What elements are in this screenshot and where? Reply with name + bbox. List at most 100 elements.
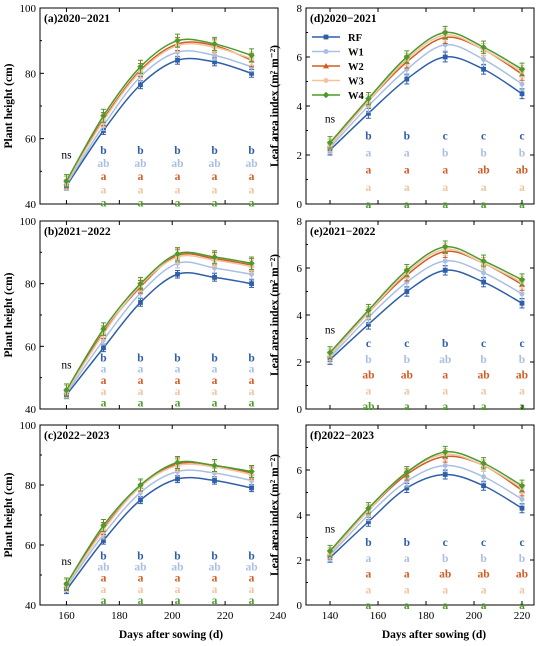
series-line <box>65 476 252 591</box>
x-tick-label: 200 <box>164 610 181 622</box>
significance-letter: a <box>175 573 181 585</box>
data-point <box>174 250 181 258</box>
significance-letter: a <box>101 584 107 596</box>
significance-letter: a <box>212 397 218 409</box>
series-RF <box>327 469 525 563</box>
data-point <box>137 63 144 70</box>
y-tick-label: 40 <box>25 404 37 416</box>
significance-letter: b <box>365 537 371 549</box>
significance-letter: a <box>519 199 525 211</box>
series-W4 <box>63 247 255 397</box>
y-tick-label: 60 <box>25 540 37 552</box>
data-point <box>403 267 410 274</box>
significance-letter: a <box>101 364 107 376</box>
series-W1 <box>327 459 525 562</box>
y-tick-label: 80 <box>25 480 37 492</box>
data-point <box>518 482 526 489</box>
significance-letter: a <box>138 386 144 398</box>
significance-letter: a <box>212 375 218 387</box>
significance-letter: ab <box>439 569 451 581</box>
data-point <box>137 481 144 489</box>
data-point <box>481 66 486 72</box>
data-point <box>442 448 449 456</box>
significance-letter: a <box>404 553 410 565</box>
significance-letter: a <box>519 385 525 397</box>
data-point <box>326 547 334 555</box>
series-line <box>329 464 523 557</box>
y-tick-label: 2 <box>297 150 303 162</box>
data-point <box>519 291 525 297</box>
significance-letter: a <box>175 584 181 596</box>
series-W4 <box>326 445 526 558</box>
data-point <box>248 468 255 475</box>
significance-letter: c <box>519 130 524 142</box>
significance-letter: a <box>404 584 410 596</box>
x-tick-label: 180 <box>111 610 128 622</box>
data-point <box>100 112 107 119</box>
data-point <box>211 462 218 469</box>
series-line <box>65 461 252 586</box>
data-point <box>442 258 448 264</box>
x-axis-label-right: Days after sowing (d) <box>382 629 486 641</box>
significance-letter: ab <box>362 401 374 413</box>
series-line <box>329 451 523 552</box>
data-point <box>480 44 487 51</box>
data-point <box>101 345 106 351</box>
significance-letter: ab <box>208 562 220 574</box>
significance-letter: a <box>249 171 255 183</box>
significance-letter: a <box>404 182 410 194</box>
significance-letter: a <box>442 385 448 397</box>
y-tick-label: 0 <box>297 404 303 416</box>
y-tick-label: 40 <box>25 600 37 612</box>
significance-letter: a <box>249 364 255 376</box>
significance-letter: ab <box>516 569 528 581</box>
significance-letter: c <box>481 537 486 549</box>
significance-letter: c <box>519 338 524 350</box>
y-axis-label: Leaf area index (m² m⁻²) <box>269 454 281 576</box>
significance-letter: c <box>481 338 486 350</box>
data-point <box>481 270 487 276</box>
significance-letter: a <box>175 197 181 209</box>
significance-letter: a <box>404 401 410 413</box>
significance-letter: a <box>138 584 144 596</box>
significance-letter: ab <box>208 158 220 170</box>
significance-letter: a <box>366 148 372 160</box>
series-line <box>329 248 523 356</box>
significance-letter: b <box>137 352 143 364</box>
legend-label: RF <box>348 33 362 44</box>
ns-label: ns <box>61 556 72 568</box>
series-line <box>65 251 252 391</box>
y-tick-label: 60 <box>25 341 37 353</box>
x-axis-label-left: Days after sowing (d) <box>119 629 223 641</box>
x-tick-label: 180 <box>418 610 435 622</box>
significance-letter: a <box>138 397 144 409</box>
data-point <box>249 281 254 287</box>
significance-letter: a <box>249 595 255 607</box>
panel-title: (c)2022−2023 <box>44 430 110 442</box>
panel-c: 40 60 80 100 160 180 200 220 240 (c)2022−2023 Plan… <box>3 420 287 622</box>
x-tick-label: 160 <box>58 610 75 622</box>
x-tick-label: 200 <box>466 610 483 622</box>
data-point <box>366 519 371 525</box>
y-tick-label: 100 <box>20 3 37 15</box>
data-point <box>63 387 70 394</box>
series-W4 <box>63 456 255 591</box>
data-point <box>518 276 526 283</box>
significance-letter: a <box>366 199 372 211</box>
data-point <box>211 253 218 261</box>
significance-letter: b <box>174 352 180 364</box>
data-point <box>175 476 180 482</box>
y-tick-label: 0 <box>297 600 303 612</box>
significance-letter: c <box>366 338 371 350</box>
significance-letter: b <box>365 130 371 142</box>
series-line <box>329 34 523 146</box>
series-W2 <box>63 36 255 190</box>
data-point <box>442 463 448 468</box>
significance-letter: a <box>138 375 144 387</box>
significance-letter: b <box>480 354 486 366</box>
data-point <box>519 505 525 511</box>
significance-letter: a <box>366 553 372 565</box>
panel-e: 0 2 4 6 8 (e)2021−2022 Leaf area index (m² m⁻²… <box>269 216 535 416</box>
significance-letter: a <box>175 375 181 387</box>
y-tick-label: 4 <box>297 510 303 522</box>
